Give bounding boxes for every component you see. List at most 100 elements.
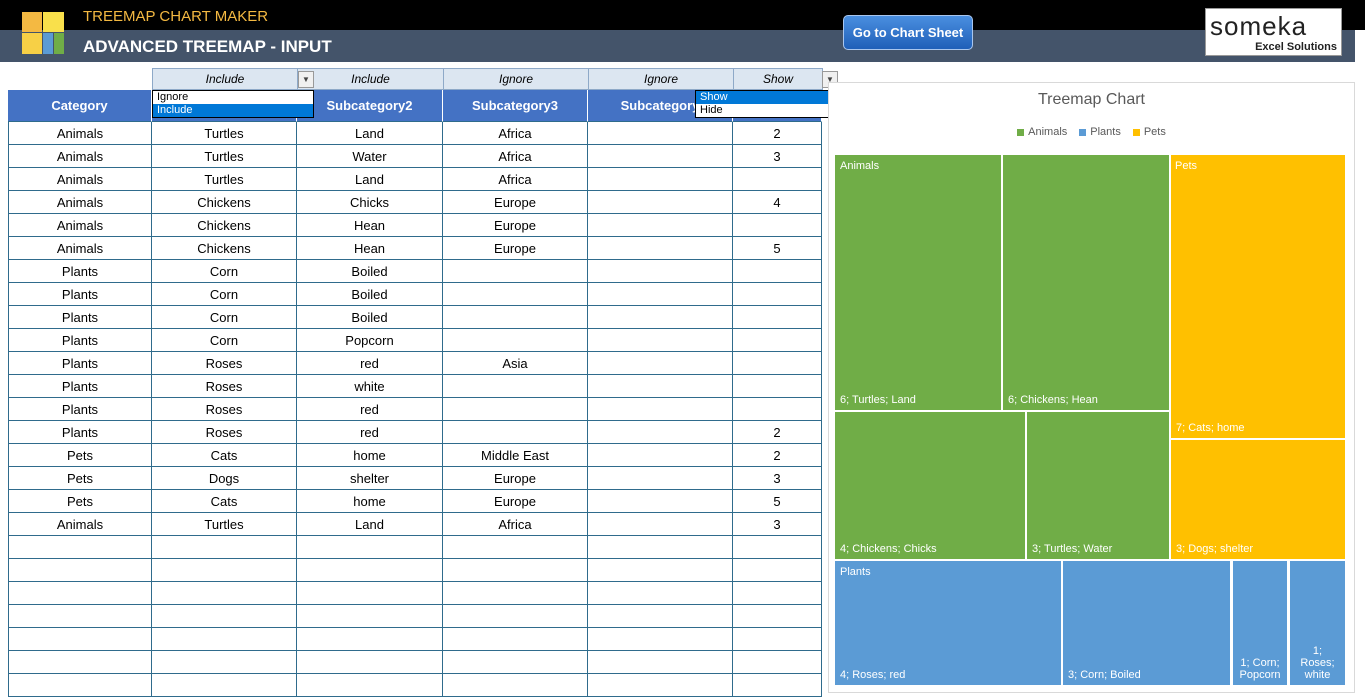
dropdown-arrow[interactable]: ▼ [298,71,314,88]
brand-logo: someka Excel Solutions [1205,8,1342,56]
legend-swatch [1017,128,1025,136]
table-cell: 4 [733,191,822,214]
table-cell: Hean [297,237,443,260]
table-cell: home [297,490,443,513]
table-cell [8,536,152,559]
table-cell [152,674,297,697]
table-cell [588,467,733,490]
table-cell: Cats [152,444,297,467]
table-cell: Middle East [443,444,588,467]
group-label: Pets [1175,160,1198,172]
table-cell: Corn [152,260,297,283]
app-title: TREEMAP CHART MAKER [83,8,269,25]
table-cell [588,329,733,352]
setting-cell[interactable]: Ignore [588,68,734,90]
table-cell: Chickens [152,237,297,260]
table-cell [588,283,733,306]
title-bar [0,30,1355,62]
table-cell: Corn [152,306,297,329]
table-cell [297,651,443,674]
setting-cell[interactable]: Show [733,68,823,90]
table-cell [297,582,443,605]
table-cell [152,605,297,628]
table-cell: Plants [8,260,152,283]
table-cell [443,329,588,352]
table-cell [588,214,733,237]
table-cell [733,398,822,421]
setting-cell[interactable]: Ignore [443,68,589,90]
dropdown-option[interactable]: Ignore [157,91,189,103]
group-label: Animals [840,160,880,172]
table-cell: Roses [152,352,297,375]
table-cell: Turtles [152,145,297,168]
table-cell [733,283,822,306]
table-cell [733,536,822,559]
legend-item: Animals [1017,126,1067,138]
table-cell: red [297,421,443,444]
legend-label: Animals [1028,126,1068,138]
table-cell: shelter [297,467,443,490]
table-cell: 2 [733,122,822,145]
table-cell [152,536,297,559]
table-cell: Water [297,145,443,168]
table-cell [588,168,733,191]
table-cell: Animals [8,214,152,237]
legend-label: Plants [1090,126,1121,138]
table-cell: Chickens [152,214,297,237]
treemap-tile: 1; Roses; white [1290,561,1345,685]
treemap-tile: 3; Corn; Boiled [1063,561,1230,685]
table-cell [588,260,733,283]
tile-label: 4; Roses; red [840,669,906,681]
table-cell: Boiled [297,260,443,283]
logo [22,12,64,54]
table-cell: 3 [733,467,822,490]
legend-swatch [1079,128,1087,136]
legend: Animals Plants Pets [829,126,1354,138]
table-cell: Plants [8,421,152,444]
dropdown-option[interactable]: Include [153,104,313,117]
table-cell [733,582,822,605]
table-cell [588,122,733,145]
group-label: Plants [840,566,871,578]
table-cell: red [297,398,443,421]
table-cell: Boiled [297,306,443,329]
legend-label: Pets [1143,126,1166,138]
table-cell [733,214,822,237]
table-cell [588,582,733,605]
treemap-tile: 6; Chickens; Hean [1003,155,1169,410]
tile-label: 3; Dogs; shelter [1176,543,1254,555]
table-cell: white [297,375,443,398]
table-cell [297,674,443,697]
setting-cell[interactable]: Include [297,68,444,90]
table-cell [588,559,733,582]
table-cell [443,536,588,559]
tile-label: 1; Roses; white [1300,645,1335,681]
table-cell: Roses [152,375,297,398]
table-cell [152,651,297,674]
table-cell [733,329,822,352]
table-cell [8,582,152,605]
table-cell: Land [297,168,443,191]
table-cell: Roses [152,421,297,444]
table-cell [733,559,822,582]
page-title: ADVANCED TREEMAP - INPUT [83,37,332,56]
setting-cell[interactable]: Include [152,68,298,90]
legend-item: Pets [1132,126,1166,138]
column-header: Subcategory2 [297,90,443,122]
top-bar [0,0,1365,30]
table-cell [297,605,443,628]
table-cell: Animals [8,122,152,145]
tile-label: 4; Chickens; Chicks [840,543,937,555]
dropdown-option[interactable]: Show [696,91,837,104]
table-cell: Pets [8,490,152,513]
dropdown-option[interactable]: Hide [700,104,723,116]
table-cell [733,628,822,651]
table-cell: 2 [733,421,822,444]
go-to-chart-button[interactable]: Go to Chart Sheet [843,15,973,50]
table-cell: Plants [8,329,152,352]
table-cell: 5 [733,490,822,513]
table-cell [152,582,297,605]
table-cell [152,628,297,651]
table-cell: Animals [8,145,152,168]
table-cell [588,237,733,260]
